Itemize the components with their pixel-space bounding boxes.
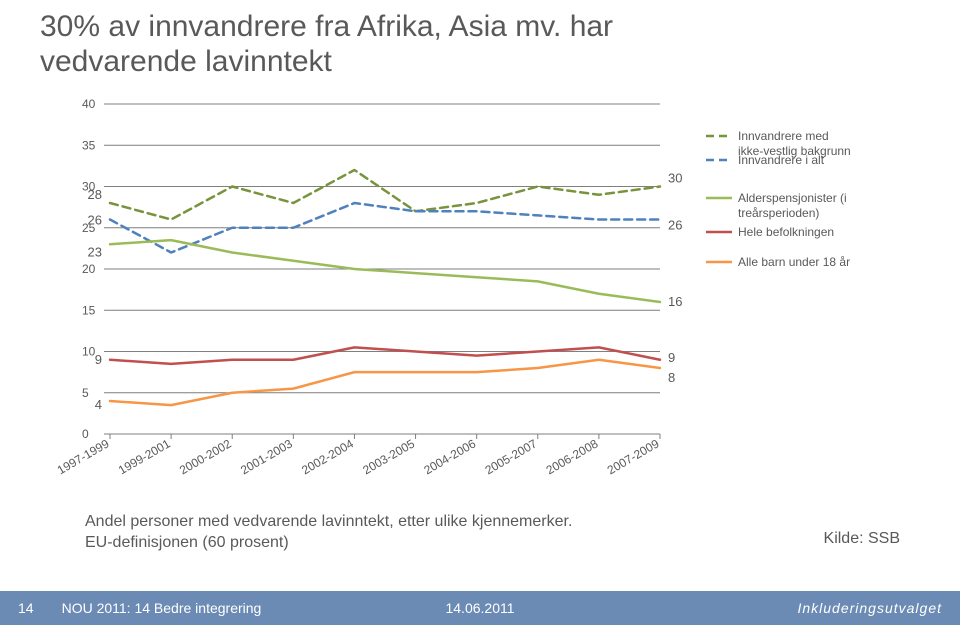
footer: 14 NOU 2011: 14 Bedre integrering 14.06.… xyxy=(0,591,960,625)
caption: Andel personer med vedvarende lavinntekt… xyxy=(85,512,572,554)
svg-text:26: 26 xyxy=(668,218,682,233)
chart-svg: 05101520253035401997-19991999-20012000-2… xyxy=(40,94,900,494)
svg-text:16: 16 xyxy=(668,294,682,309)
svg-text:2000-2002: 2000-2002 xyxy=(177,436,234,477)
svg-text:2004-2006: 2004-2006 xyxy=(421,436,478,477)
svg-text:30: 30 xyxy=(668,171,682,186)
svg-text:8: 8 xyxy=(668,370,675,385)
svg-text:2006-2008: 2006-2008 xyxy=(544,436,601,477)
svg-text:1999-2001: 1999-2001 xyxy=(116,436,173,477)
svg-text:Hele befolkningen: Hele befolkningen xyxy=(738,225,834,239)
svg-text:0: 0 xyxy=(82,427,89,441)
footer-date: 14.06.2011 xyxy=(445,600,514,616)
svg-text:28: 28 xyxy=(88,187,102,202)
caption-line-1: Andel personer med vedvarende lavinntekt… xyxy=(85,513,572,530)
svg-text:35: 35 xyxy=(82,138,96,152)
svg-text:1997-1999: 1997-1999 xyxy=(55,436,112,477)
svg-text:2002-2004: 2002-2004 xyxy=(299,436,356,477)
svg-text:5: 5 xyxy=(82,386,89,400)
svg-text:10: 10 xyxy=(82,345,96,359)
footer-left-text: NOU 2011: 14 Bedre integrering xyxy=(62,600,262,616)
svg-text:Innvandrere med: Innvandrere med xyxy=(738,129,829,143)
footer-right: Inkluderingsutvalget xyxy=(797,600,942,616)
svg-text:2001-2003: 2001-2003 xyxy=(238,436,295,477)
svg-text:26: 26 xyxy=(88,213,102,228)
svg-text:20: 20 xyxy=(82,262,96,276)
caption-line-2: EU-definisjonen (60 prosent) xyxy=(85,534,289,551)
svg-text:9: 9 xyxy=(95,352,102,367)
svg-text:9: 9 xyxy=(668,350,675,365)
svg-text:2003-2005: 2003-2005 xyxy=(360,436,417,477)
svg-text:2005-2007: 2005-2007 xyxy=(483,436,540,477)
svg-text:15: 15 xyxy=(82,303,96,317)
svg-text:treårsperioden): treårsperioden) xyxy=(738,206,819,220)
chart: 05101520253035401997-19991999-20012000-2… xyxy=(40,94,900,494)
svg-text:Alle barn under 18 år: Alle barn under 18 år xyxy=(738,255,850,269)
svg-text:40: 40 xyxy=(82,97,96,111)
title-line-2: vedvarende lavinntekt xyxy=(40,45,332,78)
svg-text:23: 23 xyxy=(88,244,102,259)
svg-text:Innvandrere i alt: Innvandrere i alt xyxy=(738,153,825,167)
svg-text:Alderspensjonister (i: Alderspensjonister (i xyxy=(738,191,847,205)
slide: 30% av innvandrere fra Afrika, Asia mv. … xyxy=(0,0,960,625)
footer-page-num: 14 xyxy=(18,600,34,616)
page-title: 30% av innvandrere fra Afrika, Asia mv. … xyxy=(40,10,613,79)
svg-text:2007-2009: 2007-2009 xyxy=(605,436,662,477)
source: Kilde: SSB xyxy=(824,530,900,548)
svg-text:4: 4 xyxy=(95,397,102,412)
title-line-1: 30% av innvandrere fra Afrika, Asia mv. … xyxy=(40,10,613,43)
